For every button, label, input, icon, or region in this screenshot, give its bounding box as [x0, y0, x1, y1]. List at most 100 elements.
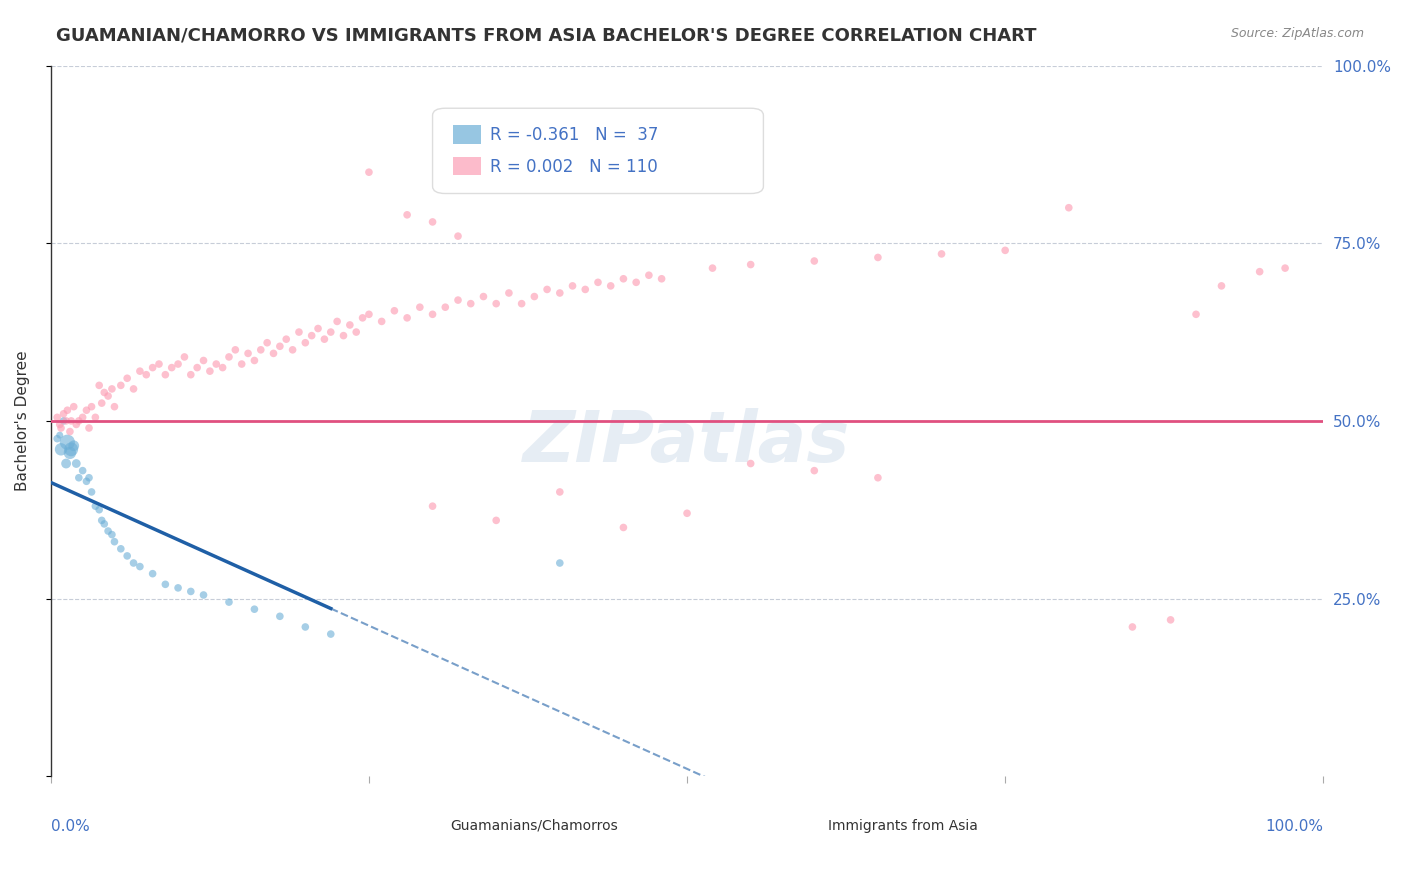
Point	[1249, 265, 1271, 279]
Point	[135, 368, 157, 382]
Point	[370, 314, 392, 328]
Point	[319, 325, 342, 339]
Y-axis label: Bachelor's Degree: Bachelor's Degree	[15, 351, 30, 491]
Point	[422, 499, 444, 513]
Point	[281, 343, 304, 357]
Point	[231, 357, 253, 371]
Point	[59, 446, 82, 460]
Point	[269, 339, 291, 353]
Point	[155, 368, 177, 382]
Point	[62, 439, 84, 453]
Point	[110, 541, 132, 556]
Point	[586, 276, 609, 290]
Point	[115, 549, 138, 563]
Point	[80, 485, 103, 500]
FancyBboxPatch shape	[433, 108, 763, 194]
Point	[97, 389, 120, 403]
Point	[344, 325, 367, 339]
Point	[1211, 278, 1233, 293]
Point	[1121, 620, 1143, 634]
Point	[55, 457, 77, 471]
Point	[180, 368, 202, 382]
FancyBboxPatch shape	[453, 125, 481, 144]
Point	[180, 584, 202, 599]
Point	[75, 475, 97, 489]
Point	[523, 289, 546, 303]
Point	[77, 421, 100, 435]
Point	[72, 410, 94, 425]
Point	[485, 296, 508, 310]
Point	[1274, 261, 1296, 276]
Point	[48, 428, 70, 442]
Point	[122, 556, 145, 570]
Point	[249, 343, 271, 357]
Point	[332, 328, 354, 343]
Point	[56, 403, 79, 417]
Point	[67, 471, 90, 485]
Point	[77, 471, 100, 485]
Point	[205, 357, 228, 371]
Point	[101, 527, 124, 541]
Point	[173, 350, 195, 364]
Point	[148, 357, 170, 371]
Point	[236, 346, 259, 360]
Point	[548, 285, 571, 300]
Point	[243, 602, 266, 616]
Point	[84, 499, 107, 513]
Text: Source: ZipAtlas.com: Source: ZipAtlas.com	[1230, 27, 1364, 40]
Point	[294, 335, 316, 350]
Point	[460, 296, 482, 310]
Text: R = -0.361   N =  37: R = -0.361 N = 37	[489, 127, 658, 145]
Point	[803, 254, 825, 268]
Point	[409, 300, 432, 314]
Point	[498, 285, 520, 300]
Point	[676, 506, 699, 520]
Point	[510, 296, 533, 310]
Point	[866, 251, 889, 265]
Point	[90, 513, 112, 527]
Point	[1057, 201, 1080, 215]
Point	[122, 382, 145, 396]
Point	[447, 229, 470, 244]
Point	[56, 435, 79, 450]
Point	[307, 321, 329, 335]
Point	[90, 396, 112, 410]
Point	[536, 282, 558, 296]
Point	[142, 566, 165, 581]
Point	[129, 559, 152, 574]
Point	[866, 471, 889, 485]
Point	[224, 343, 246, 357]
Point	[319, 627, 342, 641]
Point	[65, 457, 87, 471]
Point	[46, 410, 69, 425]
Point	[84, 410, 107, 425]
Point	[75, 403, 97, 417]
Point	[294, 620, 316, 634]
Point	[422, 215, 444, 229]
Point	[167, 581, 190, 595]
Point	[186, 360, 208, 375]
Point	[167, 357, 190, 371]
Point	[60, 442, 83, 457]
Point	[72, 464, 94, 478]
Text: Immigrants from Asia: Immigrants from Asia	[828, 819, 979, 833]
Point	[52, 407, 75, 421]
Point	[1185, 307, 1208, 321]
Point	[218, 595, 240, 609]
Point	[160, 360, 183, 375]
Point	[103, 534, 125, 549]
Point	[93, 516, 115, 531]
Point	[434, 300, 457, 314]
Point	[301, 328, 323, 343]
Point	[485, 513, 508, 527]
Point	[142, 360, 165, 375]
Point	[357, 307, 380, 321]
Point	[193, 353, 215, 368]
Point	[931, 247, 953, 261]
Point	[1160, 613, 1182, 627]
Point	[561, 278, 583, 293]
Point	[612, 520, 634, 534]
Point	[256, 335, 278, 350]
Point	[276, 332, 298, 346]
Point	[49, 442, 72, 457]
